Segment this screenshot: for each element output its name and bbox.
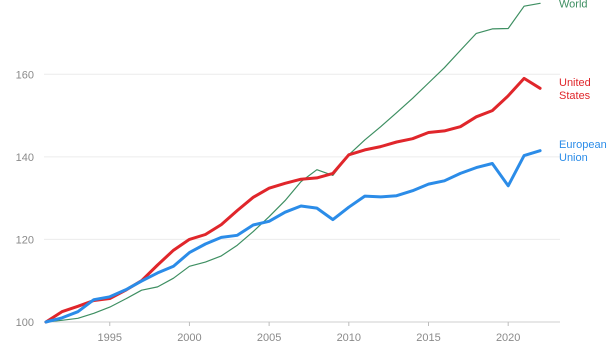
x-tick-label: 2015 [416, 332, 440, 344]
series-labels: World United States European Union [559, 0, 607, 164]
y-axis: 100 120 140 160 [16, 69, 34, 329]
series-label-united-states: United States [559, 77, 591, 102]
y-tick-label: 100 [16, 317, 34, 329]
series-line-european-union [44, 149, 542, 324]
y-tick-label: 140 [16, 152, 34, 164]
y-tick-label: 160 [16, 69, 34, 81]
series-label-european-union: European Union [559, 139, 607, 164]
x-tick-label: 1995 [98, 332, 122, 344]
series-line-united-states [44, 76, 542, 324]
gridlines [44, 73, 560, 323]
series-line-world [45, 2, 541, 323]
series-lines [44, 2, 542, 324]
x-tick-label: 2020 [496, 332, 520, 344]
x-tick-label: 2010 [337, 332, 361, 344]
y-tick-label: 120 [16, 234, 34, 246]
x-axis: 1995 2000 2005 2010 2015 2020 [98, 322, 520, 344]
series-label-world: World [559, 0, 588, 10]
x-tick-label: 2000 [177, 332, 201, 344]
x-tick-label: 2005 [257, 332, 281, 344]
